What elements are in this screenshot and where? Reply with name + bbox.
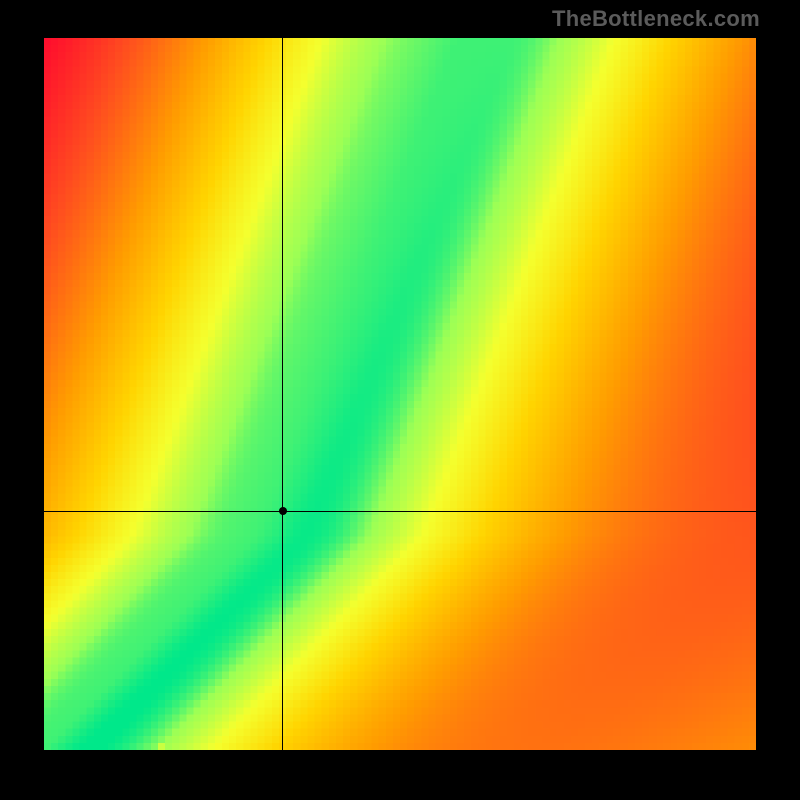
heatmap-plot	[44, 38, 756, 750]
chart-container: TheBottleneck.com	[0, 0, 800, 800]
watermark-text: TheBottleneck.com	[552, 6, 760, 32]
crosshair-horizontal	[44, 511, 756, 512]
crosshair-vertical	[282, 38, 283, 750]
